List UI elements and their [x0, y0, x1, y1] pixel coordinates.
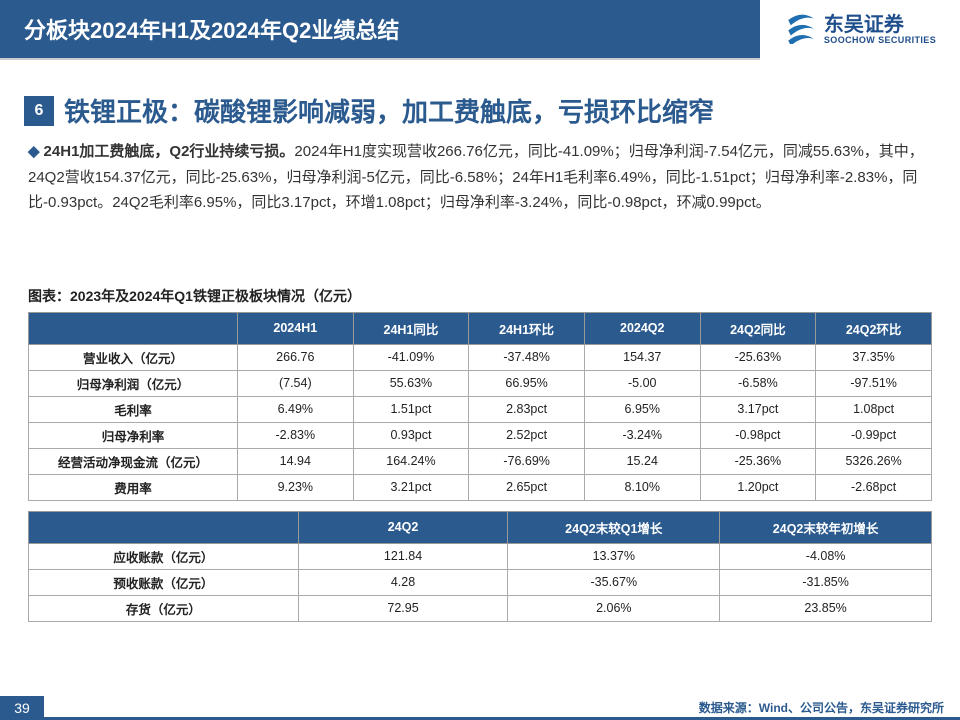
slide-title: 分板块2024年H1及2024年Q2业绩总结 — [24, 13, 399, 45]
cell: 1.20pct — [700, 474, 816, 500]
row-header: 经营活动净现金流（亿元） — [29, 448, 238, 474]
table-row: 营业收入（亿元）266.76-41.09%-37.48%154.37-25.63… — [29, 344, 932, 370]
table-row: 归母净利率-2.83%0.93pct2.52pct-3.24%-0.98pct-… — [29, 422, 932, 448]
cell: 9.23% — [237, 474, 353, 500]
row-header: 归母净利率 — [29, 422, 238, 448]
cell: 3.17pct — [700, 396, 816, 422]
cell: 1.08pct — [816, 396, 932, 422]
cell: -2.83% — [237, 422, 353, 448]
cell: -25.36% — [700, 448, 816, 474]
cell: 8.10% — [584, 474, 700, 500]
cell: 5326.26% — [816, 448, 932, 474]
cell: -97.51% — [816, 370, 932, 396]
row-header: 费用率 — [29, 474, 238, 500]
cell: 154.37 — [584, 344, 700, 370]
cell: 164.24% — [353, 448, 469, 474]
cell: -31.85% — [720, 569, 932, 595]
cell: -0.98pct — [700, 422, 816, 448]
cell: (7.54) — [237, 370, 353, 396]
row-header: 毛利率 — [29, 396, 238, 422]
table-row: 存货（亿元）72.952.06%23.85% — [29, 595, 932, 621]
table-header-row: 2024H124H1同比24H1环比2024Q224Q2同比24Q2环比 — [29, 312, 932, 344]
col-header: 2024H1 — [237, 312, 353, 344]
table-row: 归母净利润（亿元）(7.54)55.63%66.95%-5.00-6.58%-9… — [29, 370, 932, 396]
col-header — [29, 511, 299, 543]
row-header: 预收账款（亿元） — [29, 569, 299, 595]
cell: 2.83pct — [469, 396, 585, 422]
section-heading: 6 铁锂正极：碳酸锂影响减弱，加工费触底，亏损环比缩窄 — [24, 92, 936, 129]
table-header-row: 24Q224Q2末较Q1增长24Q2末较年初增长 — [29, 511, 932, 543]
col-header: 2024Q2 — [584, 312, 700, 344]
cell: 2.65pct — [469, 474, 585, 500]
table-row: 毛利率6.49%1.51pct2.83pct6.95%3.17pct1.08pc… — [29, 396, 932, 422]
row-header: 应收账款（亿元） — [29, 543, 299, 569]
section-number-badge: 6 — [24, 96, 54, 126]
row-header: 存货（亿元） — [29, 595, 299, 621]
section-title: 铁锂正极：碳酸锂影响减弱，加工费触底，亏损环比缩窄 — [64, 92, 714, 129]
cell: 72.95 — [298, 595, 508, 621]
cell: -2.68pct — [816, 474, 932, 500]
cell: -41.09% — [353, 344, 469, 370]
logo-text-en: SOOCHOW SECURITIES — [824, 35, 936, 45]
cell: 14.94 — [237, 448, 353, 474]
cell: 1.51pct — [353, 396, 469, 422]
cell: -5.00 — [584, 370, 700, 396]
row-header: 归母净利润（亿元） — [29, 370, 238, 396]
cell: 2.52pct — [469, 422, 585, 448]
row-header: 营业收入（亿元） — [29, 344, 238, 370]
table-caption: 图表：2023年及2024年Q1铁锂正极板块情况（亿元） — [28, 286, 932, 306]
col-header: 24Q2末较年初增长 — [720, 511, 932, 543]
slide-header: 分板块2024年H1及2024年Q2业绩总结 东吴证券 SOOCHOW SECU… — [0, 0, 960, 60]
cell: -4.08% — [720, 543, 932, 569]
table-row: 费用率9.23%3.21pct2.65pct8.10%1.20pct-2.68p… — [29, 474, 932, 500]
page-number: 39 — [0, 696, 44, 720]
col-header — [29, 312, 238, 344]
table-main: 2024H124H1同比24H1环比2024Q224Q2同比24Q2环比 营业收… — [28, 312, 932, 501]
cell: 4.28 — [298, 569, 508, 595]
cell: 0.93pct — [353, 422, 469, 448]
cell: -3.24% — [584, 422, 700, 448]
table-row: 应收账款（亿元）121.8413.37%-4.08% — [29, 543, 932, 569]
cell: 37.35% — [816, 344, 932, 370]
table-row: 预收账款（亿元）4.28-35.67%-31.85% — [29, 569, 932, 595]
cell: 6.95% — [584, 396, 700, 422]
cell: 266.76 — [237, 344, 353, 370]
cell: -35.67% — [508, 569, 720, 595]
cell: -0.99pct — [816, 422, 932, 448]
logo-text-cn: 东吴证券 — [824, 15, 936, 35]
cell: 3.21pct — [353, 474, 469, 500]
body-paragraph: ◆24H1加工费触底，Q2行业持续亏损。2024年H1度实现营收266.76亿元… — [28, 139, 932, 216]
col-header: 24Q2末较Q1增长 — [508, 511, 720, 543]
cell: 23.85% — [720, 595, 932, 621]
cell: 55.63% — [353, 370, 469, 396]
col-header: 24H1同比 — [353, 312, 469, 344]
col-header: 24Q2同比 — [700, 312, 816, 344]
cell: 2.06% — [508, 595, 720, 621]
bullet-icon: ◆ — [28, 143, 40, 160]
cell: 6.49% — [237, 396, 353, 422]
data-source: 数据来源：Wind、公司公告，东吴证券研究所 — [699, 699, 944, 716]
table-secondary: 24Q224Q2末较Q1增长24Q2末较年初增长 应收账款（亿元）121.841… — [28, 511, 932, 622]
cell: -76.69% — [469, 448, 585, 474]
lead-text: 24H1加工费触底，Q2行业持续亏损。 — [44, 143, 295, 160]
cell: 15.24 — [584, 448, 700, 474]
brand-logo: 东吴证券 SOOCHOW SECURITIES — [760, 0, 960, 60]
cell: 121.84 — [298, 543, 508, 569]
cell: -6.58% — [700, 370, 816, 396]
cell: 13.37% — [508, 543, 720, 569]
col-header: 24Q2环比 — [816, 312, 932, 344]
table-row: 经营活动净现金流（亿元）14.94164.24%-76.69%15.24-25.… — [29, 448, 932, 474]
logo-icon — [784, 10, 818, 50]
col-header: 24Q2 — [298, 511, 508, 543]
cell: 66.95% — [469, 370, 585, 396]
cell: -37.48% — [469, 344, 585, 370]
col-header: 24H1环比 — [469, 312, 585, 344]
cell: -25.63% — [700, 344, 816, 370]
